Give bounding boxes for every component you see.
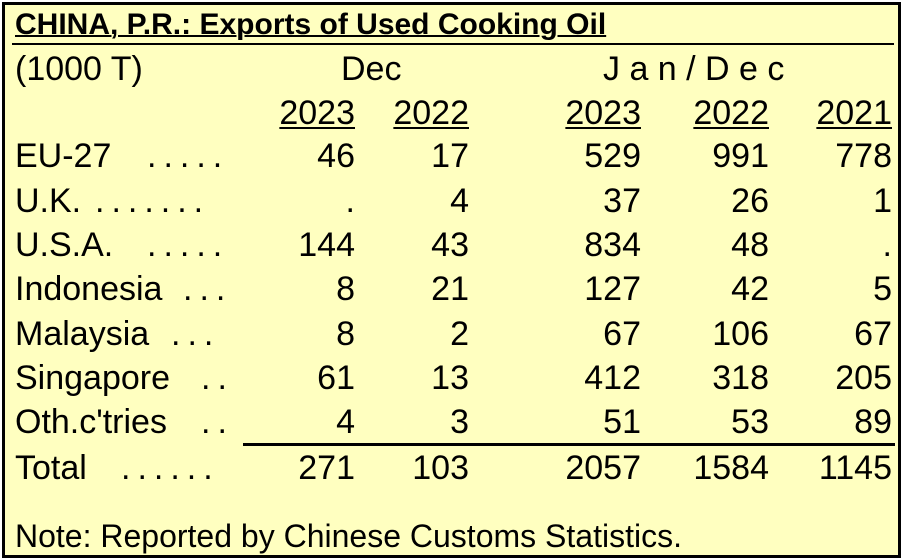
- leader-dots: .....: [147, 226, 230, 264]
- year-header: 2022: [393, 94, 469, 132]
- table-cell: 67: [854, 315, 892, 353]
- table-cell: 4: [336, 403, 355, 441]
- table-cell: .: [345, 182, 355, 220]
- total-cell: 103: [412, 449, 469, 487]
- leader-dots: ...: [183, 270, 233, 308]
- table-cell: 991: [712, 137, 769, 175]
- leader-dots: ..: [201, 403, 234, 441]
- table-cell: 127: [584, 270, 641, 308]
- row-label: Oth.c'tries: [15, 403, 167, 441]
- leader-dots: ..: [201, 359, 234, 397]
- title-divider: [12, 43, 894, 45]
- table-cell: 17: [431, 137, 469, 175]
- table-cell: 26: [731, 182, 769, 220]
- table-cell: 53: [731, 403, 769, 441]
- table-cell: 42: [731, 270, 769, 308]
- table-cell: 8: [336, 270, 355, 308]
- table-cell: 2: [450, 315, 469, 353]
- table-cell: 67: [603, 315, 641, 353]
- table-cell: 4: [450, 182, 469, 220]
- table-cell: 43: [431, 226, 469, 264]
- leader-dots: .......: [95, 182, 211, 220]
- year-header: 2021: [816, 94, 892, 132]
- table-cell: 8: [336, 315, 355, 353]
- total-cell: 2057: [565, 449, 641, 487]
- jandec-group-header: J a n / D e c: [603, 50, 785, 88]
- leader-dots: .....: [147, 137, 230, 175]
- row-label: Malaysia: [15, 315, 150, 353]
- table-cell: .: [882, 226, 892, 264]
- table-cell: 5: [873, 270, 892, 308]
- row-label: Indonesia: [15, 270, 163, 308]
- total-cell: 1145: [818, 449, 892, 487]
- leader-dots: ...: [171, 315, 221, 353]
- table-cell: 48: [731, 226, 769, 264]
- table-cell: 318: [712, 359, 769, 397]
- total-divider: [243, 443, 895, 446]
- table-cell: 89: [854, 403, 892, 441]
- unit-label: (1000 T): [15, 50, 143, 88]
- table-cell: 61: [317, 359, 355, 397]
- total-label: Total: [15, 449, 87, 487]
- table-cell: 412: [584, 359, 641, 397]
- leader-dots: ......: [121, 449, 220, 487]
- table-title: CHINA, P.R.: Exports of Used Cooking Oil: [15, 8, 607, 41]
- table-cell: 3: [450, 403, 469, 441]
- table-cell: 778: [835, 137, 892, 175]
- table-cell: 37: [603, 182, 641, 220]
- footnote: Note: Reported by Chinese Customs Statis…: [15, 518, 682, 554]
- table-cell: 106: [712, 315, 769, 353]
- row-label: U.S.A.: [15, 226, 114, 264]
- dec-group-header: Dec: [341, 50, 402, 88]
- table-cell: 13: [431, 359, 469, 397]
- table-cell: 834: [584, 226, 641, 264]
- table-cell: 51: [603, 403, 641, 441]
- row-label: EU-27: [15, 137, 112, 175]
- year-header: 2023: [279, 94, 355, 132]
- row-label: Singapore: [15, 359, 171, 397]
- total-cell: 1584: [693, 449, 769, 487]
- year-header: 2023: [565, 94, 641, 132]
- table-cell: 46: [317, 137, 355, 175]
- row-label: U.K.: [15, 182, 82, 220]
- table-cell: 1: [873, 182, 892, 220]
- table-cell: 144: [298, 226, 355, 264]
- year-header: 2022: [693, 94, 769, 132]
- table-cell: 21: [431, 270, 469, 308]
- table-cell: 529: [584, 137, 641, 175]
- table-cell: 205: [835, 359, 892, 397]
- total-cell: 271: [298, 449, 355, 487]
